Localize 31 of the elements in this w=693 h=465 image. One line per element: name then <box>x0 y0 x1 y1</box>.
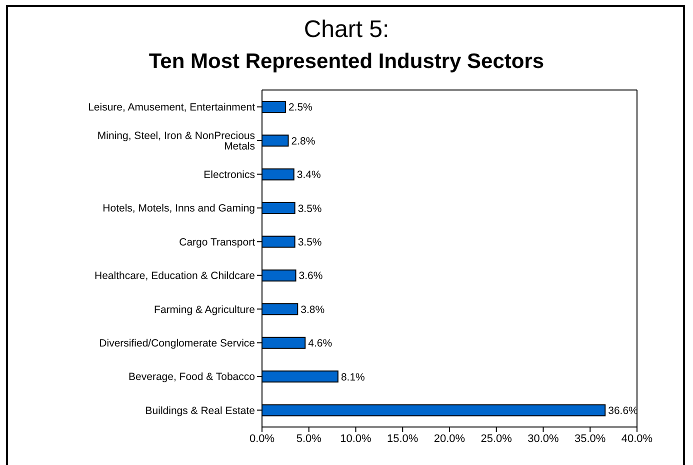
data-label: 2.5% <box>288 102 312 114</box>
data-label: 4.6% <box>308 338 332 350</box>
x-tick-label: 25.0% <box>480 432 512 445</box>
data-label: 3.6% <box>298 270 323 282</box>
x-tick-label: 40.0% <box>621 432 653 445</box>
x-tick-label: 35.0% <box>574 432 606 445</box>
data-label: 3.8% <box>300 304 325 316</box>
data-label: 3.5% <box>298 202 322 215</box>
y-tick-label: Farming & Agriculture <box>154 304 256 316</box>
y-tick-label: Electronics <box>204 168 255 181</box>
x-tick-label: 20.0% <box>434 432 466 445</box>
chart-title: Chart 5: <box>302 16 390 44</box>
y-tick-label: Cargo Transport <box>179 236 256 248</box>
y-tick-label: Buildings & Real Estate <box>145 404 256 417</box>
y-tick-label: Diversified/Conglomerate Service <box>99 337 256 350</box>
x-tick-label: 0.0% <box>249 432 275 445</box>
data-label: 3.4% <box>296 169 321 182</box>
x-tick-label: 30.0% <box>528 432 560 445</box>
data-label: 8.1% <box>340 371 365 384</box>
data-label: 2.8% <box>291 135 316 148</box>
x-tick-label: 15.0% <box>387 432 418 445</box>
y-tick-label: Leisure, Amusement, Entertainment <box>88 102 256 114</box>
y-tick-label: Mining, Steel, Iron & NonPrecious Metals <box>97 130 255 153</box>
y-tick-label: Beverage, Food & Tobacco <box>128 371 256 384</box>
chart-subtitle: Ten Most Represented Industry Sectors <box>148 49 546 75</box>
y-tick-label: Hotels, Motels, Inns and Gaming <box>102 202 256 215</box>
x-tick-label: 5.0% <box>296 432 322 445</box>
x-tick-label: 10.0% <box>340 432 372 445</box>
data-label: 3.5% <box>298 236 322 248</box>
y-tick-label: Healthcare, Education & Childcare <box>94 270 256 282</box>
data-label: 36.6% <box>608 404 638 417</box>
